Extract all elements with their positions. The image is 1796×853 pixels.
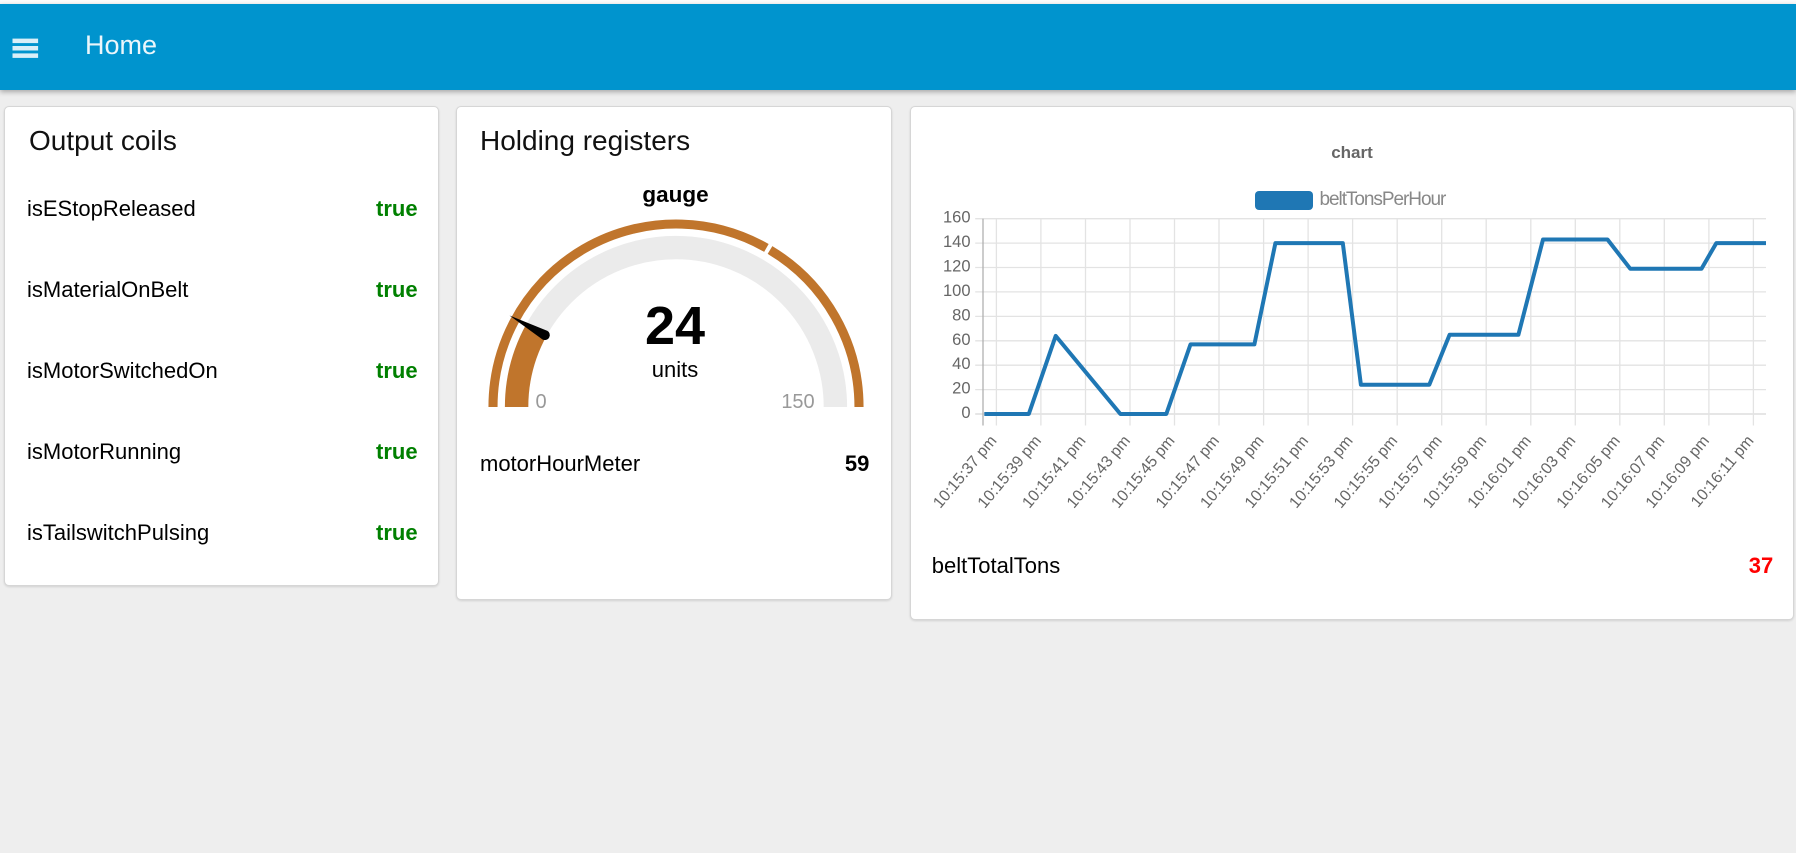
svg-text:80: 80 xyxy=(952,306,970,324)
svg-text:160: 160 xyxy=(943,209,971,227)
svg-text:0: 0 xyxy=(961,404,970,422)
svg-text:140: 140 xyxy=(943,233,971,251)
svg-text:120: 120 xyxy=(943,258,971,276)
svg-text:40: 40 xyxy=(952,355,970,373)
svg-text:100: 100 xyxy=(943,282,971,300)
svg-text:20: 20 xyxy=(952,380,970,398)
svg-text:60: 60 xyxy=(952,331,970,349)
